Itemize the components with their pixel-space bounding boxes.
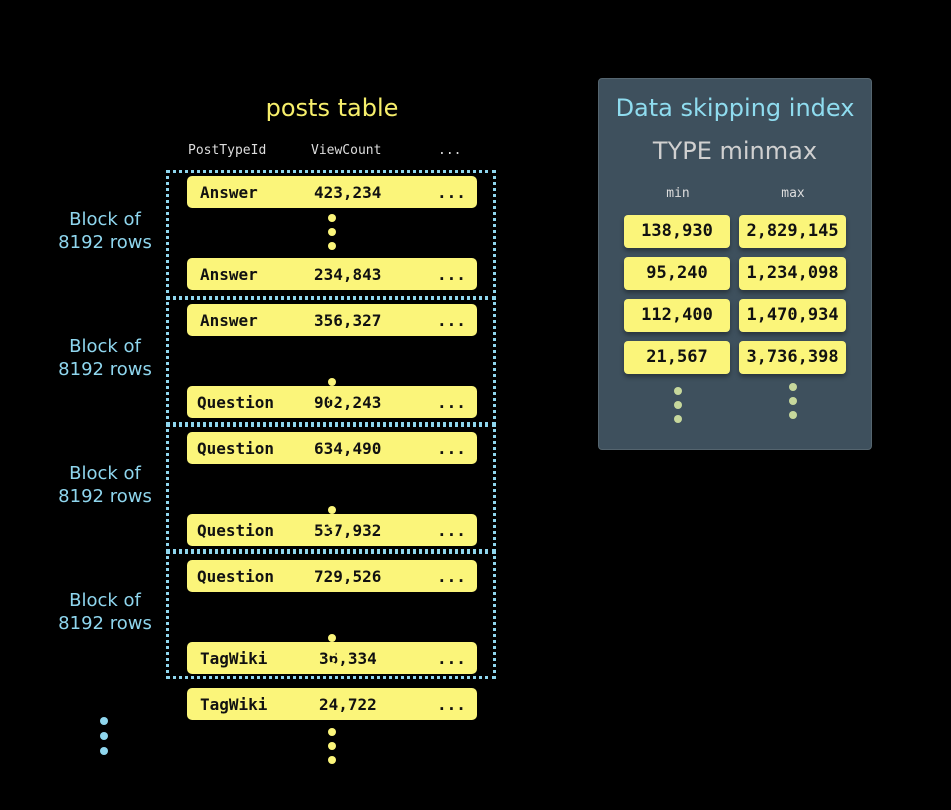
- cell-posttypeid: Answer: [200, 311, 258, 330]
- cell-more: ...: [437, 183, 466, 202]
- block-label: Block of 8192 rows: [40, 208, 170, 254]
- max-label: max: [781, 186, 805, 201]
- ellipsis-dot: [100, 732, 108, 740]
- ellipsis-dot: [789, 383, 797, 391]
- cell-viewcount: 24,722: [319, 695, 377, 714]
- ellipsis-dot: [328, 506, 336, 514]
- cell-viewcount: 634,490: [314, 439, 382, 458]
- block-label: Block of 8192 rows: [40, 589, 170, 635]
- cell-more: ...: [437, 439, 466, 458]
- ellipsis-dot: [328, 214, 336, 222]
- block-label: Block of 8192 rows: [40, 462, 170, 508]
- cell-posttypeid: Question: [197, 567, 275, 586]
- cell-viewcount: 234,843: [314, 265, 382, 284]
- ellipsis-dot: [328, 242, 336, 250]
- cell-posttypeid: TagWiki: [200, 649, 268, 668]
- index-min-cell: 112,400: [624, 299, 730, 332]
- cell-posttypeid: Question: [197, 393, 275, 412]
- cell-viewcount: 902,243: [314, 393, 382, 412]
- ellipsis-dot: [328, 648, 336, 656]
- table-row: Question 634,490...: [187, 432, 477, 464]
- index-min-cell: 138,930: [624, 215, 730, 248]
- block-outline: [166, 551, 496, 679]
- ellipsis-dot: [674, 401, 682, 409]
- block-label-line2: 8192 rows: [58, 486, 152, 507]
- cell-more: ...: [437, 567, 466, 586]
- ellipsis-dot: [789, 411, 797, 419]
- block-outline: [166, 297, 496, 425]
- ellipsis-dot: [328, 520, 336, 528]
- column-header-more: ...: [438, 143, 462, 158]
- cell-posttypeid: Question: [197, 439, 275, 458]
- posts-table-title: posts table: [265, 94, 399, 122]
- cell-posttypeid: Question: [197, 521, 275, 540]
- block-label: Block of 8192 rows: [40, 335, 170, 381]
- cell-more: ...: [437, 649, 466, 668]
- index-min-cell: 21,567: [624, 341, 730, 374]
- cell-more: ...: [437, 521, 466, 540]
- table-row: Question 729,526...: [187, 560, 477, 592]
- index-max-cell: 3,736,398: [739, 341, 846, 374]
- cell-more: ...: [437, 265, 466, 284]
- block-label-line1: Block of: [69, 590, 141, 611]
- table-row: Answer 234,843...: [187, 258, 477, 290]
- block-label-line2: 8192 rows: [58, 359, 152, 380]
- ellipsis-dot: [328, 742, 336, 750]
- cell-more: ...: [437, 393, 466, 412]
- table-row: Answer 356,327...: [187, 304, 477, 336]
- index-max-cell: 1,470,934: [739, 299, 846, 332]
- ellipsis-dot: [674, 387, 682, 395]
- cell-viewcount: 423,234: [314, 183, 382, 202]
- cell-viewcount: 729,526: [314, 567, 382, 586]
- index-max-cell: 1,234,098: [739, 257, 846, 290]
- block-label-line1: Block of: [69, 463, 141, 484]
- ellipsis-dot: [328, 534, 336, 542]
- ellipsis-dot: [328, 662, 336, 670]
- cell-viewcount: 537,932: [314, 521, 382, 540]
- cell-more: ...: [437, 311, 466, 330]
- column-header-posttypeid: PostTypeId: [188, 143, 267, 158]
- cell-posttypeid: TagWiki: [200, 695, 268, 714]
- cell-posttypeid: Answer: [200, 183, 258, 202]
- table-row: Question 902,243...: [187, 386, 477, 418]
- ellipsis-dot: [328, 406, 336, 414]
- ellipsis-dot: [789, 397, 797, 405]
- cell-viewcount: 356,327: [314, 311, 382, 330]
- ellipsis-dot: [674, 415, 682, 423]
- ellipsis-dot: [328, 228, 336, 236]
- index-subtitle: TYPE minmax: [652, 137, 818, 165]
- column-header-viewcount: ViewCount: [311, 143, 382, 158]
- ellipsis-dot: [100, 717, 108, 725]
- block-label-line2: 8192 rows: [58, 232, 152, 253]
- ellipsis-dot: [328, 634, 336, 642]
- ellipsis-dot: [100, 747, 108, 755]
- block-outline: [166, 424, 496, 552]
- ellipsis-dot: [328, 728, 336, 736]
- block-label-line2: 8192 rows: [58, 613, 152, 634]
- min-label: min: [666, 186, 690, 201]
- index-max-cell: 2,829,145: [739, 215, 846, 248]
- index-min-cell: 95,240: [624, 257, 730, 290]
- cell-posttypeid: Answer: [200, 265, 258, 284]
- ellipsis-dot: [328, 756, 336, 764]
- ellipsis-dot: [328, 378, 336, 386]
- ellipsis-dot: [328, 392, 336, 400]
- block-label-line1: Block of: [69, 336, 141, 357]
- block-label-line1: Block of: [69, 209, 141, 230]
- cell-more: ...: [437, 695, 466, 714]
- table-row: TagWiki 24,722...: [187, 688, 477, 720]
- table-row: Answer 423,234...: [187, 176, 477, 208]
- index-title: Data skipping index: [615, 94, 855, 122]
